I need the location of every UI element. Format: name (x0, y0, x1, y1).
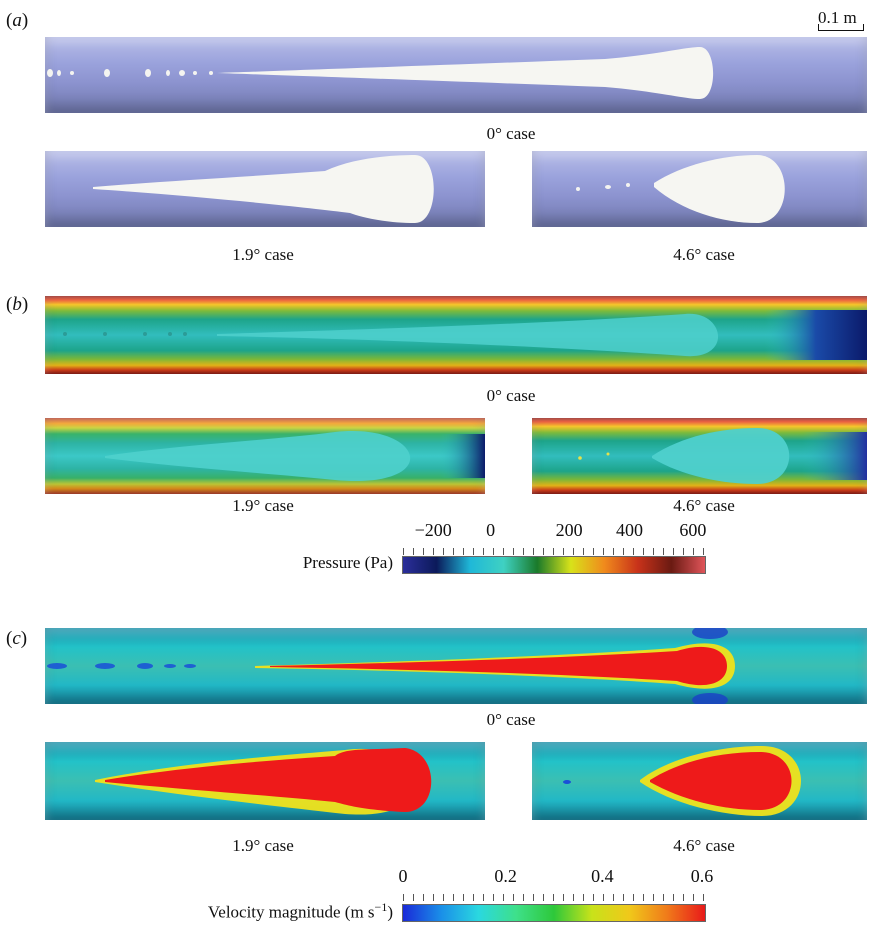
scale-bar-tick-left (818, 24, 819, 30)
caption-a-1-9deg: 1.9° case (232, 245, 294, 264)
scale-bar: 0.1 m (816, 8, 866, 32)
scale-bar-line (818, 30, 864, 31)
velocity-colorbar: 0 0.2 0.4 0.6 Velocity magnitude (m s−1) (0, 866, 877, 926)
caption-c-4-6deg: 4.6° case (673, 836, 735, 855)
velocity-tube-4-6deg (532, 742, 867, 820)
taylor-bubble (93, 155, 434, 223)
velocity-tick-2: 0.4 (591, 866, 614, 886)
velocity-colorbar-ticks: 0 0.2 0.4 0.6 (399, 866, 714, 890)
panel-label-b: (b) (6, 294, 29, 315)
void-fraction-tube-4-6deg (532, 151, 867, 227)
velocity-tube-0deg (45, 628, 867, 704)
velocity-colorbar-minor-ticks (403, 894, 705, 901)
pressure-colorbar-ticks: −200 0 200 400 600 (403, 520, 707, 544)
caption-a-0deg: 0° case (486, 124, 536, 143)
caption-b-1-9deg: 1.9° case (232, 496, 294, 515)
taylor-bubble (654, 155, 785, 223)
pressure-tick-0: −200 (414, 520, 452, 540)
void-fraction-tube-0deg (45, 37, 867, 113)
caption-b-0deg: 0° case (486, 386, 536, 405)
pressure-tick-3: 400 (616, 520, 643, 540)
pressure-colorbar-gradient (402, 556, 706, 574)
pressure-tick-4: 600 (679, 520, 707, 540)
bubble-trail (47, 69, 213, 77)
taylor-bubble (217, 47, 714, 99)
caption-b-4-6deg: 4.6° case (673, 496, 735, 515)
pressure-tick-2: 200 (555, 520, 583, 540)
velocity-tick-1: 0.2 (494, 866, 517, 886)
pressure-colorbar-minor-ticks (403, 548, 705, 555)
caption-c-0deg: 0° case (486, 710, 536, 729)
caption-c-1-9deg: 1.9° case (232, 836, 294, 855)
panel-label-c: (c) (6, 628, 28, 649)
pressure-tube-0deg (45, 296, 867, 374)
panel-label-a: (a) (6, 10, 29, 31)
void-fraction-tube-1-9deg (45, 151, 485, 227)
pressure-tube-1-9deg (45, 418, 485, 494)
velocity-tube-1-9deg (45, 742, 485, 820)
pressure-tube-4-6deg (532, 418, 867, 494)
pressure-colorbar-title: Pressure (Pa) (302, 553, 393, 572)
scale-bar-label: 0.1 m (818, 8, 857, 27)
caption-a-4-6deg: 4.6° case (673, 245, 735, 264)
velocity-colorbar-gradient (402, 904, 706, 922)
velocity-tick-3: 0.6 (690, 866, 714, 886)
scale-bar-tick-right (863, 24, 864, 30)
velocity-colorbar-title: Velocity magnitude (m s−1) (207, 900, 393, 922)
velocity-tick-0: 0 (398, 866, 408, 886)
pressure-colorbar: −200 0 200 400 600 Pressure (Pa) (0, 520, 877, 580)
pressure-tick-1: 0 (486, 520, 496, 540)
